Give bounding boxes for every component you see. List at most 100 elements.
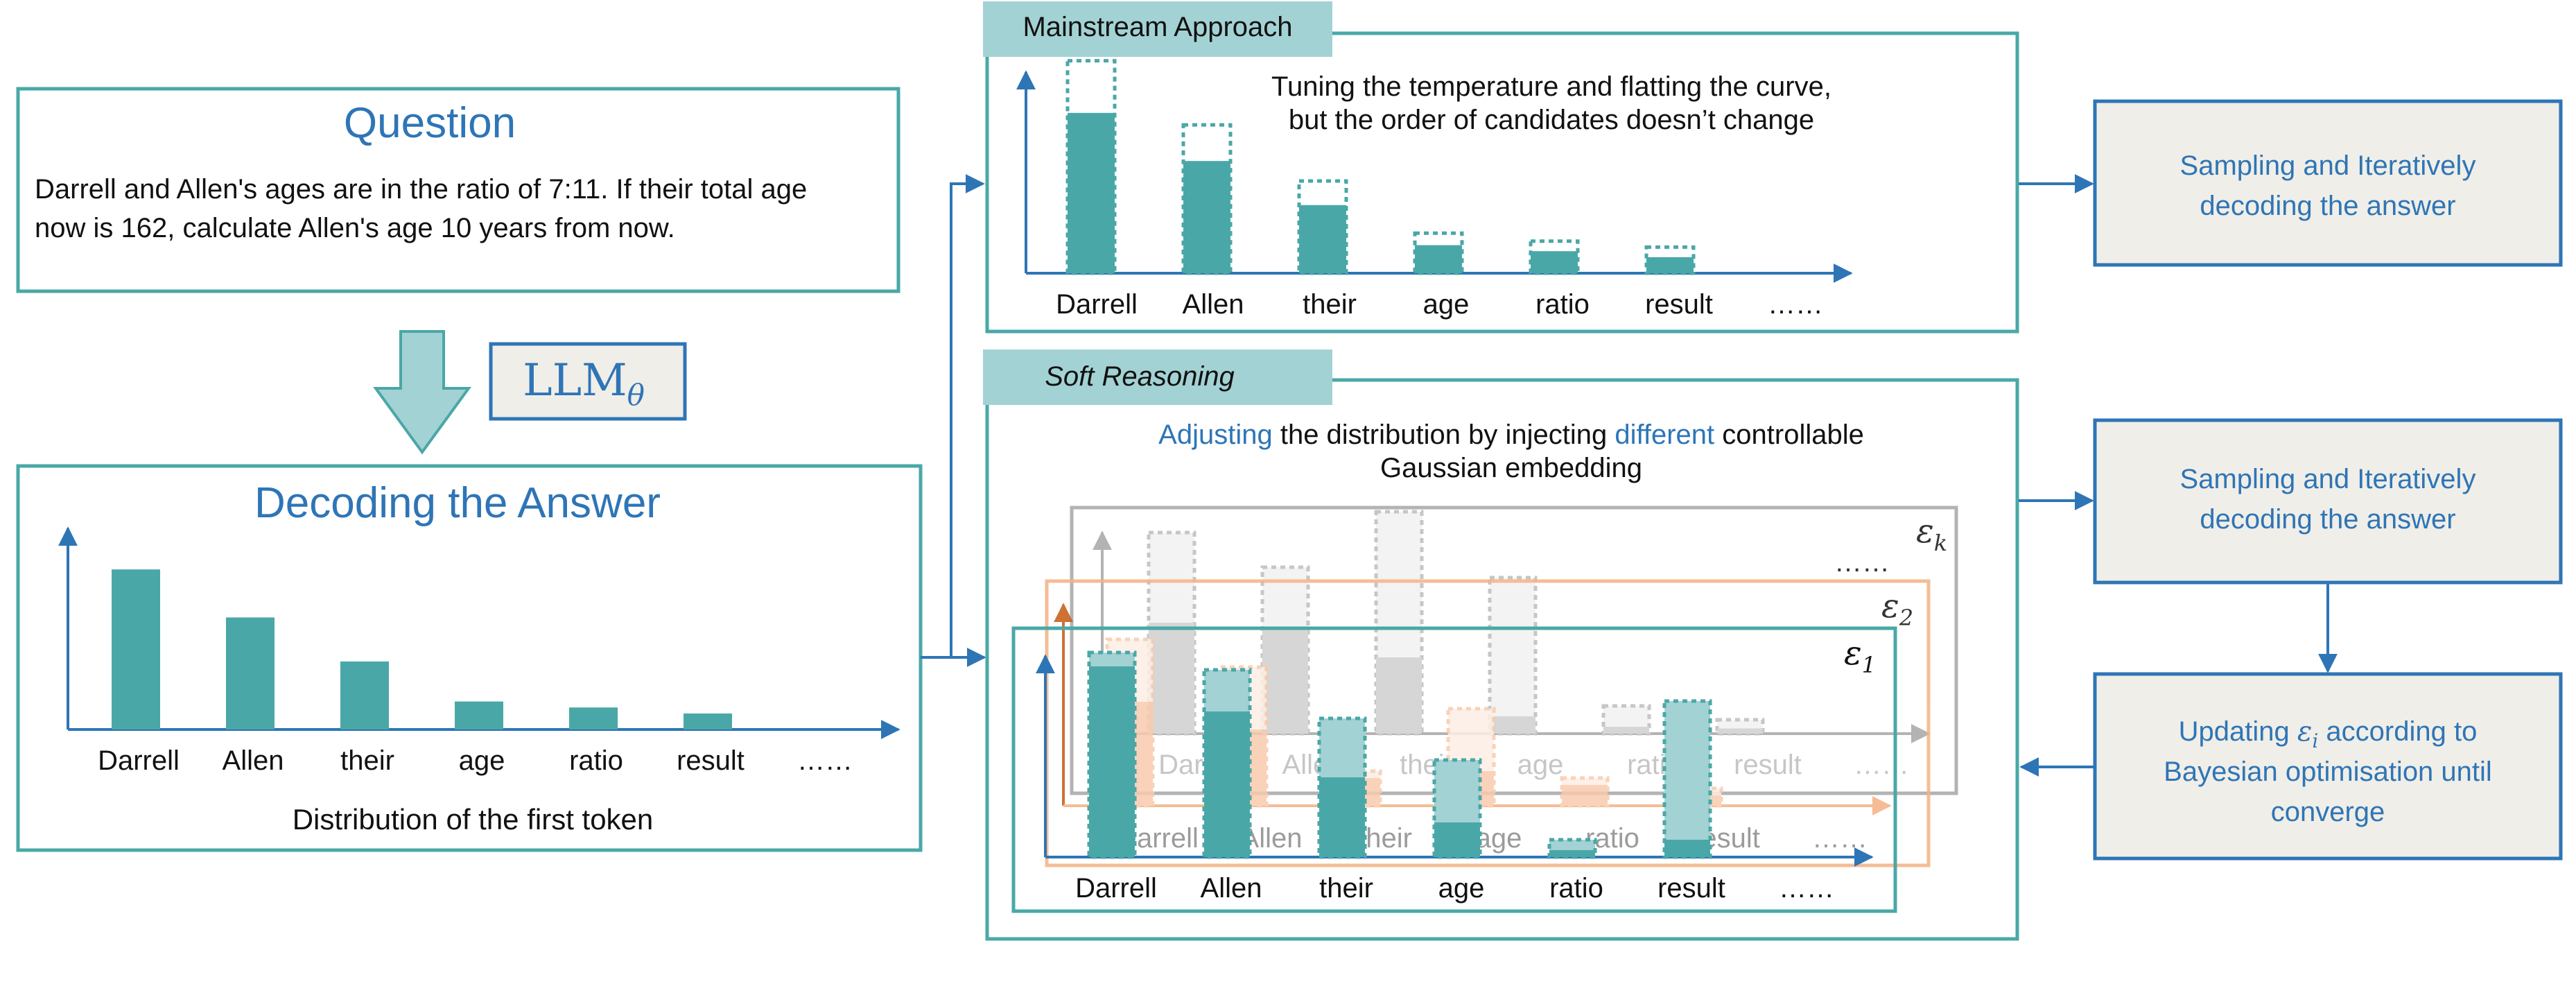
soft-note-part-4: controllable bbox=[1714, 420, 1864, 450]
sampling-box-1-line-1: Sampling and Iteratively bbox=[2180, 150, 2476, 181]
layer-1-outline-result bbox=[1662, 699, 1712, 859]
layer-1-bar-age bbox=[1434, 822, 1480, 857]
decoding-caption: Distribution of the first token bbox=[293, 803, 654, 836]
layer-k-tick-label-result: result bbox=[1734, 750, 1802, 780]
mainstream-tab-label: Mainstream Approach bbox=[1022, 12, 1292, 42]
soft-note-part-2: the distribution by injecting bbox=[1273, 420, 1615, 450]
mainstream-bar-ratio bbox=[1531, 251, 1578, 273]
soft-reasoning-panel: Soft Reasoning Adjusting the distributio… bbox=[983, 349, 2019, 941]
decoding-tick-label-their: their bbox=[340, 745, 394, 776]
mainstream-bar-darrell bbox=[1068, 112, 1115, 273]
epsilon-1-label: ε1 bbox=[1844, 634, 1876, 678]
mainstream-bar-age bbox=[1415, 245, 1462, 273]
question-box: Question Darrell and Allen's ages are in… bbox=[16, 87, 900, 293]
layer-1-tick-label-ratio: ratio bbox=[1549, 873, 1603, 904]
decoding-tick-label-ratio: ratio bbox=[569, 745, 623, 776]
mainstream-tick-label-age: age bbox=[1423, 289, 1470, 320]
epsilon-k-label: εk bbox=[1916, 512, 1947, 556]
soft-note-line-1: Adjusting the distribution by injecting … bbox=[1158, 420, 1864, 450]
layer-2-tick-label-their: their bbox=[1358, 823, 1412, 854]
mainstream-tick-label-result: result bbox=[1645, 289, 1713, 320]
soft-tab-label: Soft Reasoning bbox=[1045, 361, 1235, 392]
layer-k-bar-ratio bbox=[1603, 727, 1649, 734]
layer-k-bar-allen bbox=[1262, 630, 1308, 734]
layer-1-tick-label-result: result bbox=[1657, 873, 1725, 904]
sampling-box-2-line-1: Sampling and Iteratively bbox=[2180, 464, 2476, 494]
soft-tab bbox=[983, 349, 1332, 405]
decoding-tick-label-result: result bbox=[677, 745, 745, 776]
mainstream-tick-label-ratio: ratio bbox=[1535, 289, 1590, 320]
layer-2-tick-label-age: age bbox=[1476, 823, 1522, 854]
layer-2-tick-label-allen: Allen bbox=[1241, 823, 1303, 854]
layer-1-bar-darrell bbox=[1089, 666, 1135, 857]
layer-1-tick-label-their: their bbox=[1319, 873, 1373, 904]
right-flow: Sampling and Iteratively decoding the an… bbox=[2019, 99, 2563, 861]
layer-1-tick-label-age: age bbox=[1438, 873, 1485, 904]
sampling-box-1-line-2: decoding the answer bbox=[2200, 191, 2455, 221]
soft-note-adjusting: Adjusting bbox=[1158, 420, 1273, 450]
question-text-line-2: now is 162, calculate Allen's age 10 yea… bbox=[35, 213, 675, 243]
branch-connector bbox=[921, 174, 986, 667]
updating-box-line-2: Bayesian optimisation until bbox=[2164, 757, 2492, 787]
mainstream-tick-label-allen: Allen bbox=[1183, 289, 1244, 320]
layer-1-tick-label-darrell: Darrell bbox=[1075, 873, 1157, 904]
layer-k-tick-label-ellipsis: …… bbox=[1854, 750, 1909, 780]
layer-2-tick-label-ellipsis: …… bbox=[1812, 823, 1868, 854]
layer-1-bar-result bbox=[1664, 840, 1710, 857]
svg-text:LLMθ: LLMθ bbox=[523, 355, 645, 412]
llm-box: LLMθ bbox=[489, 342, 687, 421]
layer-1-bar-allen bbox=[1204, 711, 1250, 857]
layer-k-bar-age bbox=[1490, 716, 1535, 734]
layer-1-tick-label-allen: Allen bbox=[1201, 873, 1262, 904]
layer-2-bar-ratio bbox=[1562, 785, 1608, 806]
layer-k-outline-age bbox=[1488, 576, 1538, 736]
mainstream-tick-label-ellipsis: …… bbox=[1768, 289, 1823, 320]
mainstream-tab bbox=[983, 1, 1332, 57]
down-arrow bbox=[373, 330, 471, 455]
mainstream-tick-label-darrell: Darrell bbox=[1056, 289, 1138, 320]
llm-subscript: θ bbox=[627, 378, 645, 412]
epsilon-2-label: ε2 bbox=[1881, 587, 1913, 631]
mainstream-tick-label-their: their bbox=[1303, 289, 1357, 320]
decoding-bar-allen bbox=[226, 617, 275, 729]
epsilon-k-layer: Darrell Allen their age ratio result…… εk …… bbox=[1070, 506, 1958, 795]
soft-note-different: different bbox=[1615, 420, 1714, 450]
sampling-box-2 bbox=[2093, 418, 2563, 585]
decoding-bar-darrell bbox=[112, 569, 160, 729]
layer-k-tick-label-age: age bbox=[1517, 750, 1564, 780]
decoding-bar-result bbox=[684, 713, 732, 729]
layer-k-bar-darrell bbox=[1149, 623, 1194, 734]
sampling-box-2-line-2: decoding the answer bbox=[2200, 504, 2455, 535]
updating-box bbox=[2093, 672, 2563, 861]
decoding-tick-label-ellipsis: …… bbox=[797, 745, 853, 776]
updating-box-line-1: Updating εi according to bbox=[2179, 716, 2478, 752]
mainstream-note-line-2: but the order of candidates doesn’t chan… bbox=[1289, 105, 1814, 135]
decoding-bar-their bbox=[340, 661, 389, 729]
soft-note-line-2: Gaussian embedding bbox=[1380, 453, 1642, 483]
decoding-bar-age bbox=[455, 701, 503, 729]
layer-k-bar-result bbox=[1717, 728, 1763, 734]
question-text-line-1: Darrell and Allen's ages are in the rati… bbox=[35, 174, 807, 205]
layer-1-tick-label-ellipsis: …… bbox=[1779, 873, 1834, 904]
mainstream-bar-their bbox=[1299, 205, 1346, 273]
layer-k-bar-their bbox=[1376, 657, 1422, 734]
layer-1-bar-ratio bbox=[1549, 850, 1595, 857]
epsilon-1-layer: Darrell Allen their age ratio result …… ε1 bbox=[1011, 626, 1897, 913]
decoding-tick-label-allen: Allen bbox=[223, 745, 284, 776]
question-title: Question bbox=[344, 99, 516, 147]
decoding-bar-ratio bbox=[569, 707, 618, 729]
layer-1-bar-their bbox=[1319, 777, 1365, 857]
decoding-box: Decoding the Answer Darrell Allen their age… bbox=[16, 464, 923, 852]
decoding-title: Decoding the Answer bbox=[254, 479, 661, 527]
updating-box-line-3: converge bbox=[2271, 797, 2385, 827]
decoding-tick-label-age: age bbox=[459, 745, 505, 776]
mainstream-bar-result bbox=[1646, 257, 1694, 273]
mainstream-panel: Mainstream Approach Tuning the temperatu… bbox=[983, 1, 2019, 334]
decoding-tick-label-darrell: Darrell bbox=[98, 745, 180, 776]
mainstream-note-line-1: Tuning the temperature and flatting the … bbox=[1271, 71, 1831, 102]
layers-ellipsis: …… bbox=[1834, 547, 1890, 578]
llm-label: LLM bbox=[523, 355, 627, 406]
sampling-box-1 bbox=[2093, 99, 2563, 267]
